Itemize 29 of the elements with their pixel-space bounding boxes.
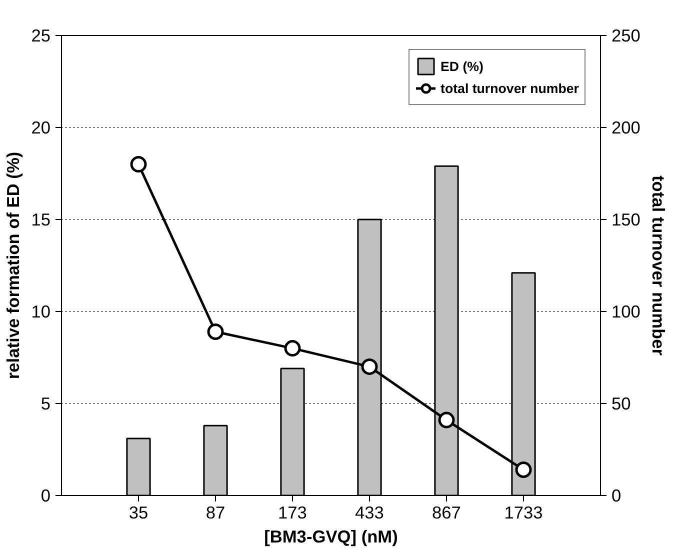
point — [515, 462, 532, 478]
y2-axis-title: total turnover number — [648, 175, 668, 356]
y-tick-label: 5 — [40, 394, 51, 414]
y-tick-label: 25 — [31, 26, 51, 46]
y2-tick-label: 150 — [612, 210, 640, 230]
y2-tick-label: 50 — [612, 394, 631, 414]
legend-label: ED (%) — [440, 58, 484, 74]
y-tick-label: 20 — [31, 118, 51, 138]
legend-label: total turnover number — [440, 80, 579, 96]
point — [284, 340, 301, 357]
point — [438, 412, 455, 428]
point — [207, 324, 224, 340]
y2-tick-label: 100 — [612, 302, 640, 322]
x-tick-label: 433 — [355, 502, 384, 522]
x-tick-label: 173 — [278, 502, 307, 522]
y-tick-label: 0 — [40, 486, 51, 506]
point — [130, 156, 147, 173]
y2-tick-label: 0 — [612, 486, 622, 506]
x-tick-label: 87 — [206, 502, 226, 522]
y-tick-label: 10 — [31, 302, 51, 322]
x-tick-label: 1733 — [504, 502, 543, 522]
x-tick-label: 867 — [432, 502, 461, 522]
x-tick-label: 35 — [128, 502, 148, 522]
point — [361, 358, 378, 375]
x-axis-title: [BM3-GVQ] (nM) — [264, 526, 398, 546]
y-axis-title: relative formation of ED (%) — [3, 152, 24, 380]
y2-tick-label: 250 — [612, 26, 640, 46]
y-tick-label: 15 — [31, 210, 51, 230]
y2-tick-label: 200 — [612, 118, 640, 138]
